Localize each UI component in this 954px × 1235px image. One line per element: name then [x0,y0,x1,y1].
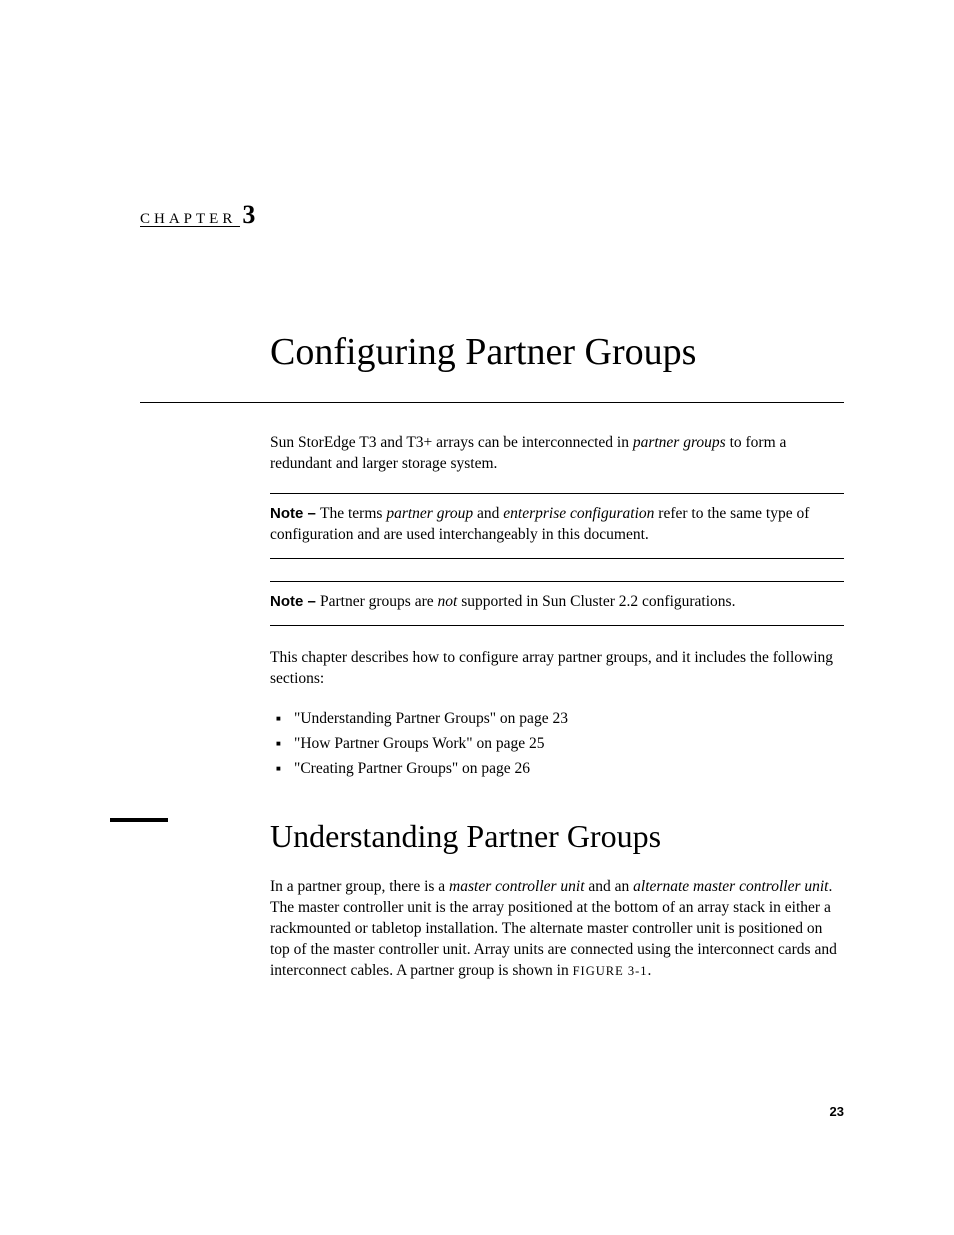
note1-text: Note – The terms partner group and enter… [270,504,844,546]
note1-pre: The terms [320,505,386,522]
document-page: CHAPTER 3 Configuring Partner Groups Sun … [0,0,954,1235]
note1-i1: partner group [386,505,473,522]
note2-pre: Partner groups are [320,593,438,610]
note-box-2: Note – Partner groups are not supported … [270,581,844,626]
chapter-rule [140,226,240,227]
intro-pre: Sun StorEdge T3 and T3+ arrays can be in… [270,434,633,451]
section-title: Understanding Partner Groups [270,818,844,855]
note1-i2: enterprise configuration [503,505,654,522]
content-column: Configuring Partner Groups Sun StorEdge … [270,330,844,981]
section-marker [110,818,168,822]
intro-paragraph: Sun StorEdge T3 and T3+ arrays can be in… [270,433,844,475]
body-i1: master controller unit [449,878,584,895]
body-end: . [648,962,652,979]
toc-item: "Creating Partner Groups" on page 26 [270,757,844,782]
toc-item: "How Partner Groups Work" on page 25 [270,732,844,757]
note2-post: supported in Sun Cluster 2.2 configurati… [457,593,735,610]
toc-intro: This chapter describes how to configure … [270,648,844,690]
toc-list: "Understanding Partner Groups" on page 2… [270,707,844,781]
title-rule [140,402,844,403]
note-label: Note – [270,505,320,522]
chapter-label: CHAPTER [140,211,236,227]
note-box-1: Note – The terms partner group and enter… [270,493,844,559]
body-pre: In a partner group, there is a [270,878,449,895]
note2-text: Note – Partner groups are not supported … [270,592,844,613]
toc-item: "Understanding Partner Groups" on page 2… [270,707,844,732]
note1-mid: and [473,505,503,522]
figure-ref: FIGURE 3-1 [573,964,648,978]
chapter-number: 3 [242,200,255,229]
note-label: Note – [270,593,320,610]
page-number: 23 [830,1104,844,1119]
intro-italic: partner groups [633,434,726,451]
note2-italic: not [438,593,458,610]
body-i2: alternate master controller unit [633,878,828,895]
chapter-title: Configuring Partner Groups [270,330,844,374]
body-mid1: and an [585,878,634,895]
section-body: In a partner group, there is a master co… [270,877,844,982]
